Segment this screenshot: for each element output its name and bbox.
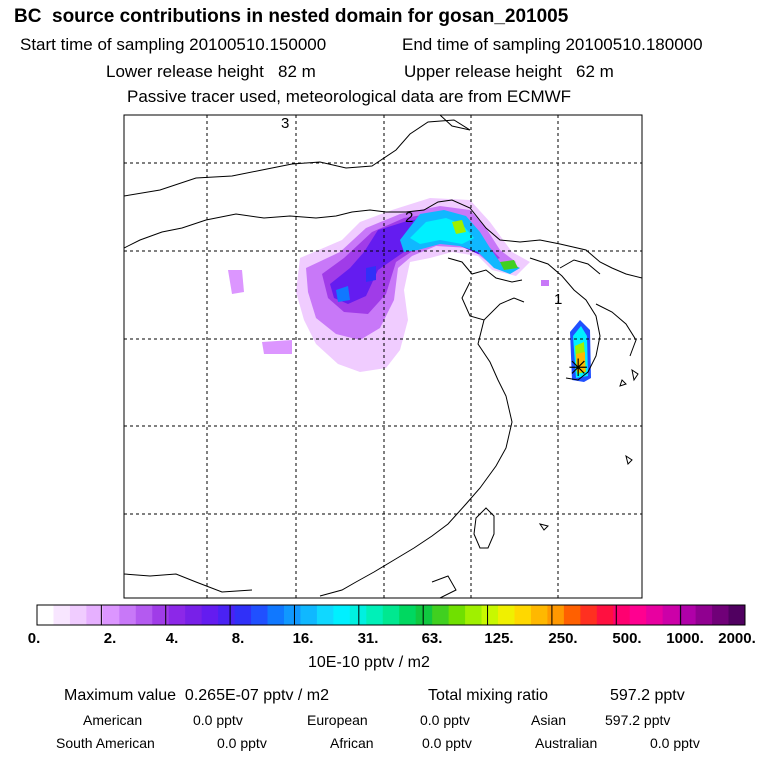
colorbar-segment: [316, 605, 334, 625]
colorbar-segment: [135, 605, 153, 625]
region-name-asian: Asian: [531, 712, 567, 728]
plot-title: BC source contributions in nested domain…: [14, 6, 569, 27]
upper-release-label: Upper release height 62 m: [404, 62, 614, 81]
colorbar-segment: [415, 605, 433, 625]
colorbar-segment: [613, 605, 631, 625]
colorbar-tick: 63.: [421, 630, 443, 647]
colorbar-unit: 10E-10 pptv / m2: [308, 654, 430, 671]
region-name-african: African: [330, 735, 374, 751]
marker-2: 2: [405, 209, 413, 226]
coastlines: [124, 115, 642, 598]
colorbar-tick: 4.: [165, 630, 179, 647]
colorbar-segment: [465, 605, 483, 625]
colorbar-segment: [366, 605, 384, 625]
region-value-south-american: 0.0 pptv: [217, 735, 267, 751]
colorbar-segment: [102, 605, 120, 625]
colorbar-border: [36, 604, 746, 626]
colorbar-segment: [629, 605, 647, 625]
colorbar-segment: [86, 605, 104, 625]
colorbar: [36, 604, 746, 626]
colorbar-segment: [399, 605, 417, 625]
end-time-label: End time of sampling 20100510.180000: [402, 35, 703, 54]
colorbar-tick: 500.: [612, 630, 642, 647]
colorbar-segment: [432, 605, 450, 625]
region-name-south-american: South American: [56, 735, 155, 751]
colorbar-tick: 250.: [548, 630, 578, 647]
lower-release-label: Lower release height 82 m: [106, 62, 316, 81]
colorbar-segment: [251, 605, 269, 625]
total-label: Total mixing ratio: [428, 687, 549, 704]
colorbar-segment: [498, 605, 515, 625]
colorbar-segment: [119, 605, 137, 625]
region-value-european: 0.0 pptv: [420, 712, 470, 728]
colorbar-segment: [580, 605, 598, 625]
grid-lines: [124, 115, 642, 598]
colorbar-segment: [728, 605, 746, 625]
colorbar-segment: [481, 605, 499, 625]
colorbar-segment: [283, 605, 301, 625]
colorbar-segment: [69, 605, 87, 625]
total-value: 597.2 pptv: [610, 687, 685, 704]
region-name-european: European: [307, 712, 368, 728]
colorbar-segment: [530, 605, 548, 625]
colorbar-segment: [712, 605, 730, 625]
region-value-african: 0.0 pptv: [422, 735, 472, 751]
map-frame: [123, 114, 643, 599]
colorbar-segment: [448, 605, 466, 625]
tracer-note: Passive tracer used, meteorological data…: [127, 87, 572, 106]
colorbar-tick: 2000.: [718, 630, 756, 647]
plume-korea: [570, 320, 591, 382]
max-value: Maximum value 0.265E-07 pptv / m2: [64, 687, 330, 704]
colorbar-segment: [646, 605, 664, 625]
colorbar-tick: 16.: [292, 630, 314, 647]
colorbar-segment: [37, 605, 54, 625]
colorbar-tick: 31.: [357, 630, 379, 647]
plume-north: [228, 198, 549, 372]
colorbar-segment: [514, 605, 532, 625]
receptor-star-icon: ✳: [568, 354, 588, 382]
colorbar-segment: [333, 605, 351, 625]
colorbar-segment: [152, 605, 170, 625]
region-value-australian: 0.0 pptv: [650, 735, 700, 751]
colorbar-tick: 8.: [231, 630, 245, 647]
colorbar-segment: [382, 605, 400, 625]
colorbar-segment: [53, 605, 71, 625]
region-name-australian: Australian: [535, 735, 598, 751]
colorbar-tick: 0.: [27, 630, 41, 647]
marker-3: 3: [281, 115, 289, 132]
colorbar-tick: 2.: [103, 630, 117, 647]
region-value-asian: 597.2 pptv: [605, 712, 671, 728]
colorbar-tick: 1000.: [666, 630, 704, 647]
marker-1: 1: [554, 291, 562, 308]
colorbar-segment: [300, 605, 318, 625]
colorbar-segment: [662, 605, 680, 625]
colorbar-segment: [695, 605, 713, 625]
colorbar-segment: [267, 605, 285, 625]
start-time-label: Start time of sampling 20100510.150000: [20, 35, 327, 54]
colorbar-segment: [185, 605, 203, 625]
colorbar-segment: [201, 605, 219, 625]
region-name-american: American: [83, 712, 143, 728]
colorbar-segment: [563, 605, 581, 625]
region-value-american: 0.0 pptv: [193, 712, 243, 728]
colorbar-tick: 125.: [484, 630, 514, 647]
colorbar-segment: [679, 605, 697, 625]
colorbar-segment: [234, 605, 252, 625]
colorbar-segment: [596, 605, 614, 625]
colorbar-segment: [168, 605, 186, 625]
colorbar-segment: [218, 605, 236, 625]
colorbar-segment: [547, 605, 565, 625]
